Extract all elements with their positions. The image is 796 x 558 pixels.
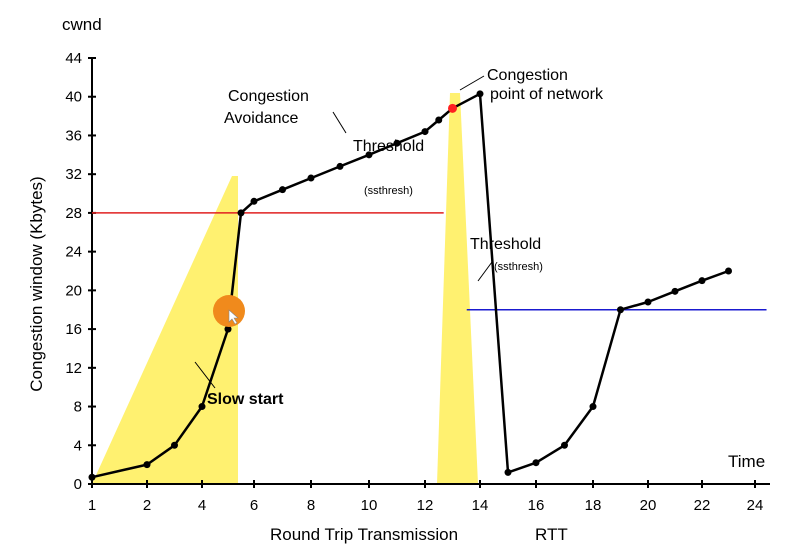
y-tick-label: 0: [74, 476, 82, 493]
annotation-congestion-point-pointer: [459, 75, 485, 91]
annotation-threshold-2: Threshold: [470, 236, 541, 253]
cursor-arrow-icon: [228, 309, 239, 325]
x-tick-label: 14: [472, 497, 489, 514]
slow-start-shaded-region: [92, 176, 238, 484]
x-tick-label: 22: [694, 497, 711, 514]
annotation-congestion-point-line2: point of network: [490, 86, 604, 103]
cwnd-data-point: [698, 277, 706, 285]
y-axis-ticks: 0 4 8 12 16 20 24 28 32 36 40 44: [65, 50, 96, 493]
annotation-ssthresh-2: (ssthresh): [494, 261, 543, 273]
cwnd-data-point: [561, 441, 568, 449]
congestion-drop-shaded-region: [437, 93, 478, 484]
cwnd-data-point: [143, 461, 151, 469]
cwnd-data-point: [198, 403, 206, 411]
cwnd-data-point: [393, 139, 401, 147]
y-axis-title: Congestion window (Kbytes): [27, 176, 46, 391]
congestion-point-marker: [448, 103, 457, 113]
x-axis-end-label: Time: [728, 452, 765, 471]
x-tick-label: 2: [143, 497, 151, 514]
y-axis-top-label: cwnd: [62, 15, 102, 34]
cursor-indicator: [213, 295, 245, 327]
cwnd-data-point: [307, 174, 315, 182]
x-tick-label: 12: [417, 497, 434, 514]
cwnd-data-point: [279, 186, 286, 194]
annotation-ssthresh-1: (ssthresh): [364, 185, 413, 197]
cwnd-data-point: [237, 209, 245, 217]
x-tick-label: 16: [528, 497, 545, 514]
cwnd-data-point: [421, 128, 429, 136]
y-tick-label: 24: [65, 244, 82, 261]
y-tick-label: 16: [65, 321, 82, 338]
annotation-congestion-point-line1: Congestion: [487, 67, 568, 84]
x-tick-label: 4: [198, 497, 206, 514]
x-tick-label: 1: [88, 497, 96, 514]
y-tick-label: 12: [65, 360, 82, 377]
cwnd-data-point: [504, 468, 512, 476]
x-tick-label: 20: [640, 497, 657, 514]
cwnd-data-point: [617, 306, 624, 314]
y-tick-label: 28: [65, 205, 82, 222]
cwnd-data-point: [88, 473, 96, 481]
cwnd-data-point: [476, 90, 484, 98]
x-tick-label: 8: [307, 497, 315, 514]
x-tick-label: 10: [361, 497, 378, 514]
cwnd-data-point: [365, 151, 373, 159]
cwnd-data-point: [644, 298, 652, 306]
annotation-congestion-avoidance-pointer: [332, 111, 347, 134]
annotation-congestion-avoidance-line1: Congestion: [228, 88, 309, 105]
y-tick-label: 20: [65, 282, 82, 299]
annotation-slow-start: Slow start: [207, 391, 284, 408]
cwnd-data-point: [725, 267, 732, 275]
annotation-congestion-avoidance-line2: Avoidance: [224, 110, 299, 127]
cwnd-data-point: [532, 459, 540, 467]
cwnd-data-point: [435, 116, 443, 124]
annotation-threshold-1: Threshold: [353, 138, 424, 155]
cwnd-data-point: [250, 197, 258, 205]
annotation-slow-start-pointer: [194, 361, 216, 389]
y-tick-label: 40: [65, 89, 82, 106]
y-tick-label: 4: [74, 437, 82, 454]
x-axis-ticks: 1 2 4 6 8 10 12 14 16 18 20 22 24: [88, 480, 764, 514]
cwnd-data-point: [589, 403, 597, 411]
y-tick-label: 36: [65, 127, 82, 144]
x-axis-title-suffix: RTT: [535, 525, 568, 544]
cwnd-data-point: [671, 287, 679, 295]
annotation-threshold-2-pointer: [477, 261, 493, 282]
x-tick-label: 18: [585, 497, 602, 514]
cwnd-data-point: [171, 441, 178, 449]
y-tick-label: 8: [74, 399, 82, 416]
x-tick-label: 6: [250, 497, 258, 514]
x-tick-label: 24: [747, 497, 764, 514]
x-axis-title: Round Trip Transmission: [270, 525, 458, 544]
y-tick-label: 32: [65, 166, 82, 183]
cwnd-data-point: [224, 325, 232, 333]
cwnd-series-points: [88, 90, 732, 481]
cwnd-data-point: [336, 162, 344, 170]
y-tick-label: 44: [65, 50, 82, 67]
